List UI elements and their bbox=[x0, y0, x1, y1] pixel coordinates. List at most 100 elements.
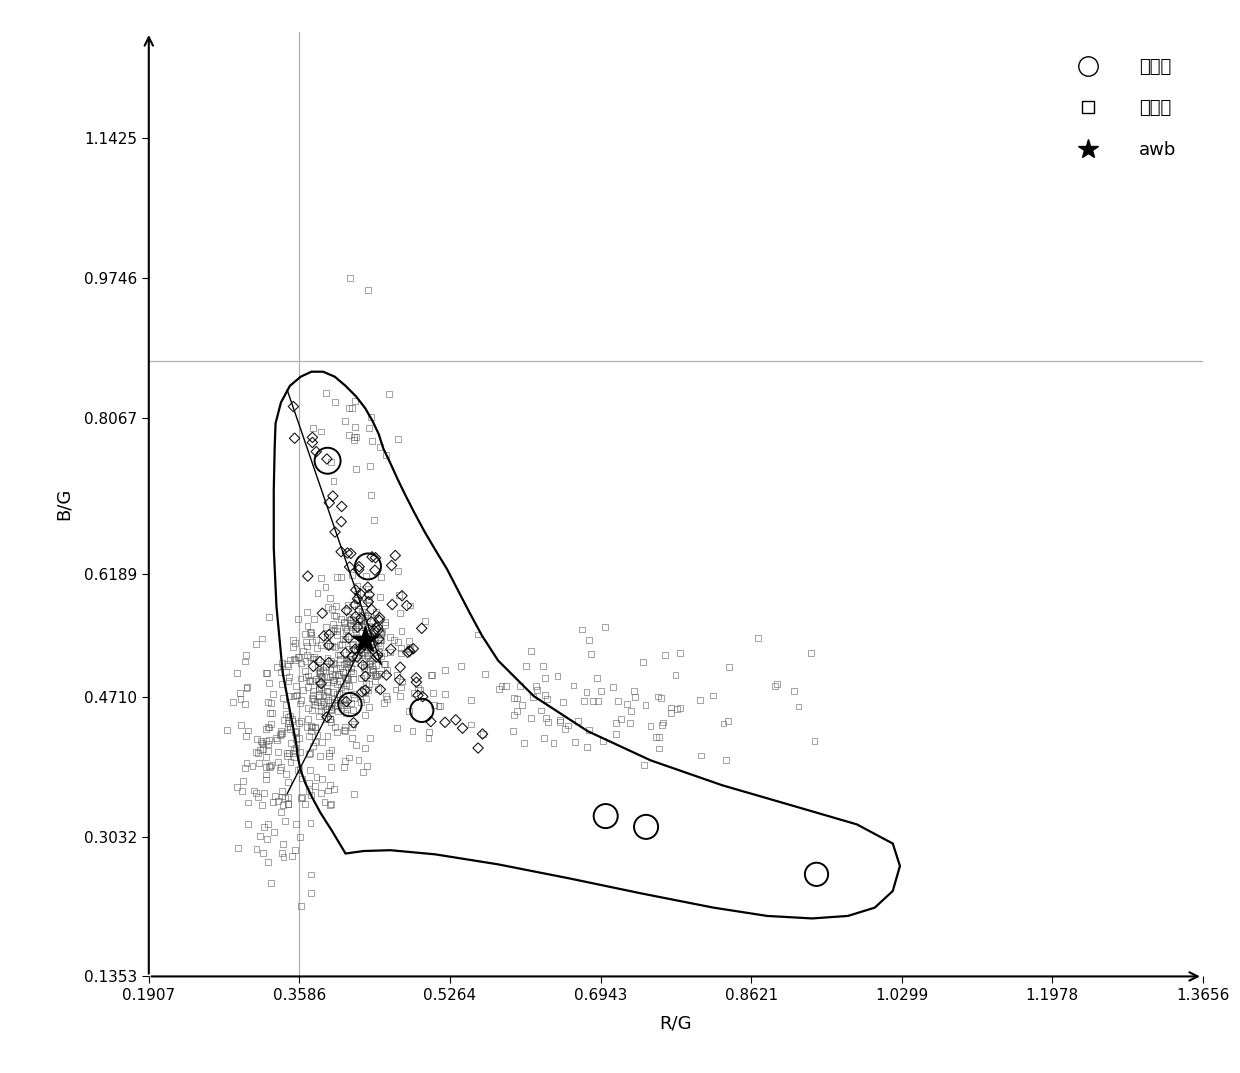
Point bbox=[306, 768, 326, 785]
Point bbox=[748, 629, 768, 646]
Point bbox=[320, 710, 340, 727]
Point bbox=[713, 715, 733, 732]
Point bbox=[325, 607, 345, 624]
Point bbox=[343, 596, 363, 613]
Point bbox=[316, 668, 336, 686]
Point bbox=[606, 725, 626, 743]
Point bbox=[243, 758, 263, 775]
Point bbox=[343, 702, 363, 719]
Point bbox=[303, 682, 322, 700]
Point bbox=[360, 675, 379, 692]
Point bbox=[291, 691, 311, 708]
Point bbox=[321, 714, 341, 731]
Point bbox=[565, 733, 585, 750]
Point bbox=[331, 646, 351, 663]
Point bbox=[252, 630, 272, 647]
Point bbox=[342, 671, 362, 688]
Point bbox=[301, 633, 321, 650]
Point bbox=[331, 569, 351, 586]
Point bbox=[516, 658, 536, 675]
Point bbox=[399, 597, 419, 614]
Point bbox=[317, 674, 337, 691]
Point bbox=[537, 690, 557, 707]
Point bbox=[806, 866, 826, 883]
Point bbox=[356, 607, 376, 624]
Point bbox=[281, 848, 301, 865]
Point bbox=[666, 666, 686, 684]
Point bbox=[370, 612, 389, 629]
Point bbox=[331, 611, 351, 628]
Point bbox=[253, 734, 273, 751]
Point bbox=[371, 636, 391, 653]
Point bbox=[532, 702, 552, 719]
Point bbox=[317, 782, 337, 799]
Point bbox=[381, 643, 401, 660]
Point bbox=[392, 587, 412, 604]
Point bbox=[505, 706, 525, 723]
Point bbox=[382, 596, 402, 613]
Point bbox=[248, 789, 268, 806]
Point bbox=[327, 619, 347, 636]
Point bbox=[435, 686, 455, 703]
Point bbox=[351, 640, 371, 657]
Point bbox=[288, 611, 308, 628]
Point bbox=[363, 511, 383, 528]
Point bbox=[319, 697, 339, 715]
Point bbox=[346, 622, 366, 640]
Point bbox=[278, 719, 298, 736]
Point bbox=[285, 651, 305, 668]
Point bbox=[409, 681, 429, 699]
Point bbox=[347, 590, 367, 607]
Point bbox=[360, 652, 379, 670]
Point bbox=[319, 653, 339, 671]
Point bbox=[412, 620, 432, 637]
Point bbox=[295, 624, 315, 642]
Point bbox=[652, 717, 672, 734]
Point bbox=[332, 635, 352, 652]
Point bbox=[299, 775, 319, 792]
Point bbox=[278, 658, 298, 675]
Point bbox=[451, 658, 471, 675]
Point bbox=[316, 658, 336, 675]
Point bbox=[510, 677, 529, 694]
Point bbox=[371, 568, 391, 585]
Point bbox=[339, 628, 358, 645]
Point bbox=[278, 715, 298, 732]
Point bbox=[647, 688, 667, 705]
Point bbox=[652, 714, 672, 731]
Point bbox=[366, 657, 386, 674]
Point bbox=[352, 646, 372, 663]
Point bbox=[325, 666, 345, 684]
Point bbox=[312, 668, 332, 686]
Point bbox=[258, 831, 278, 848]
Point bbox=[348, 637, 368, 655]
Point bbox=[718, 712, 738, 730]
Point bbox=[715, 751, 735, 768]
Point bbox=[356, 681, 376, 699]
Point bbox=[343, 715, 363, 732]
Point bbox=[244, 782, 264, 799]
Point bbox=[231, 691, 250, 708]
Point bbox=[371, 439, 391, 456]
Point bbox=[250, 827, 270, 844]
Point bbox=[371, 588, 391, 605]
Point bbox=[306, 671, 326, 688]
Point bbox=[310, 653, 330, 671]
Point bbox=[291, 789, 311, 806]
Point bbox=[346, 460, 366, 477]
Point bbox=[217, 721, 237, 738]
Point bbox=[325, 656, 345, 673]
Point bbox=[254, 784, 274, 802]
Point bbox=[272, 844, 291, 862]
Point bbox=[365, 665, 384, 682]
Point bbox=[358, 624, 378, 642]
Point bbox=[316, 688, 336, 705]
Point bbox=[311, 693, 331, 710]
Point bbox=[353, 631, 373, 648]
Point bbox=[337, 658, 357, 675]
Point bbox=[237, 678, 257, 695]
Point bbox=[419, 723, 439, 740]
Point bbox=[247, 840, 267, 857]
Point bbox=[258, 815, 278, 833]
Point bbox=[285, 429, 305, 446]
